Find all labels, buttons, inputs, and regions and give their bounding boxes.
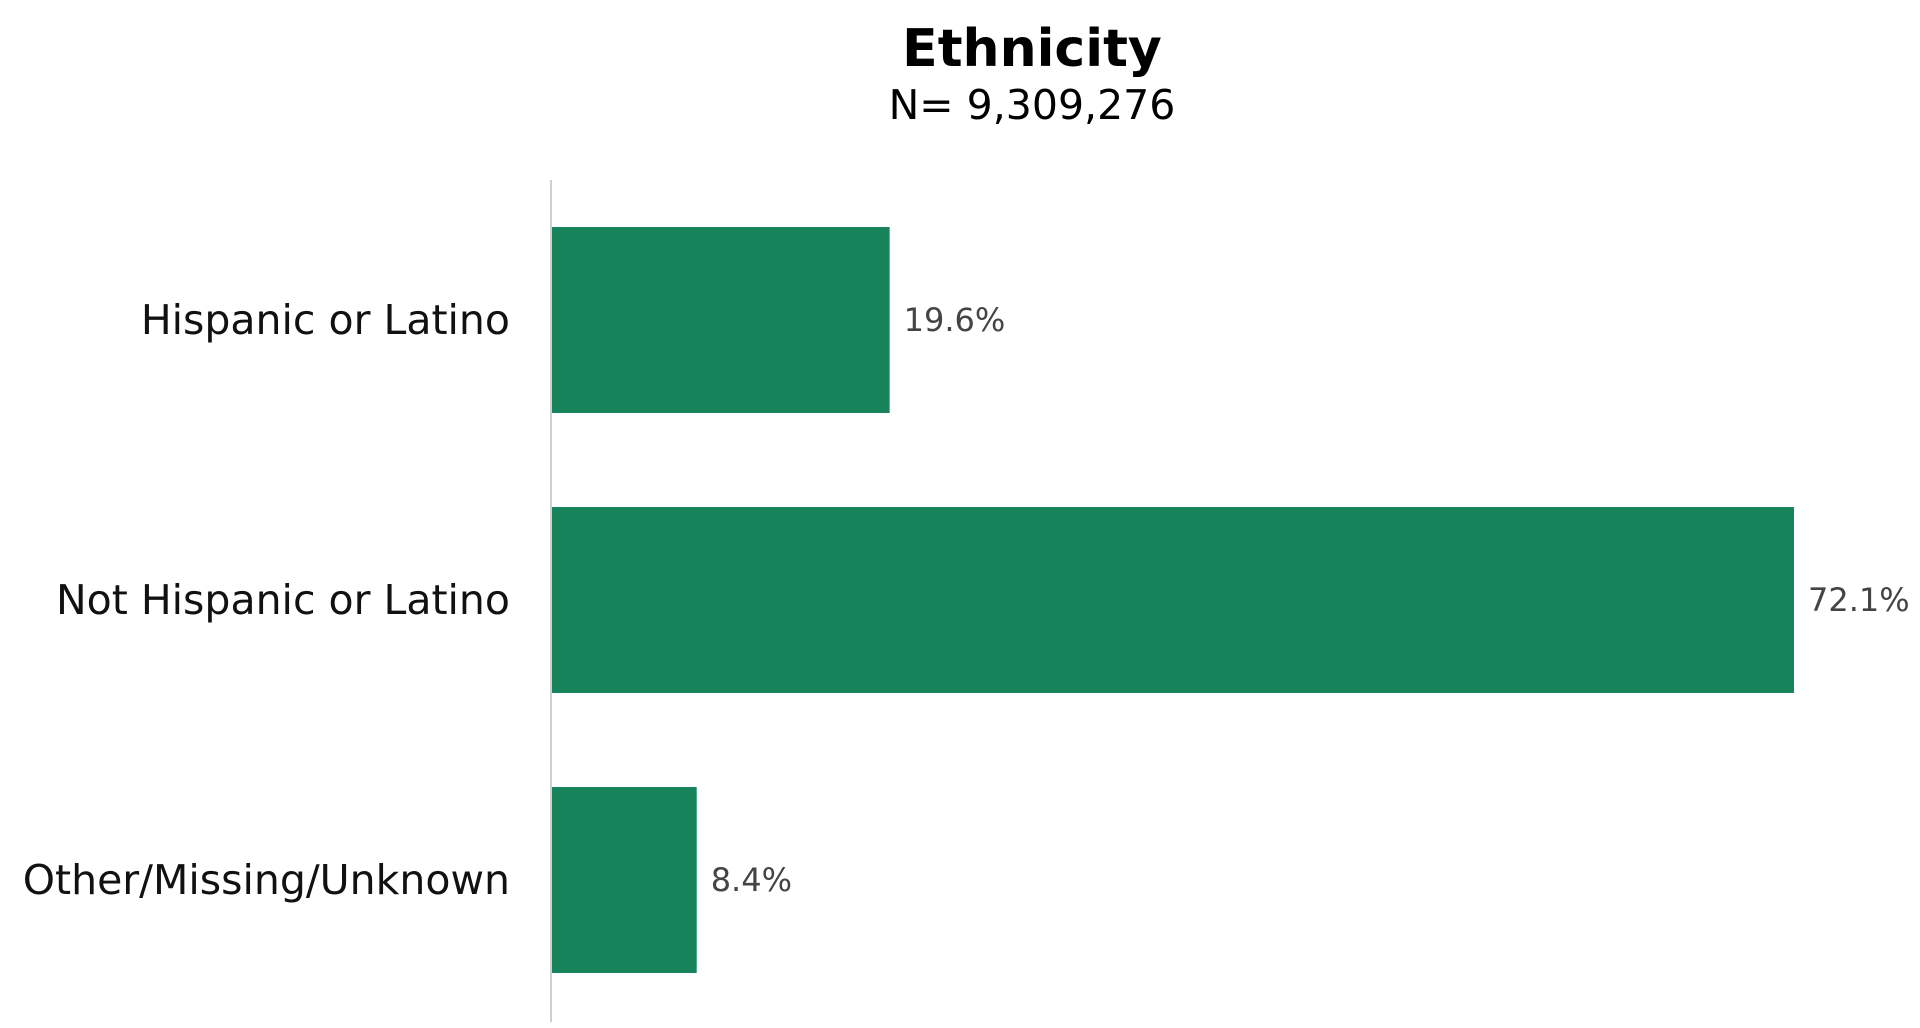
bars-group: Hispanic or Latino 19.6% Not Hispanic or L… bbox=[23, 227, 1910, 973]
chart-subtitle: N= 9,309,276 bbox=[889, 81, 1176, 129]
value-label: 8.4% bbox=[711, 861, 792, 899]
category-label: Other/Missing/Unknown bbox=[23, 856, 510, 904]
bar bbox=[552, 507, 1794, 693]
value-label: 19.6% bbox=[904, 301, 1006, 339]
category-label: Hispanic or Latino bbox=[141, 296, 510, 344]
value-label: 72.1% bbox=[1808, 581, 1910, 619]
bar bbox=[552, 227, 890, 413]
bar bbox=[552, 787, 697, 973]
category-label: Not Hispanic or Latino bbox=[56, 576, 510, 624]
chart-title: Ethnicity bbox=[902, 19, 1162, 79]
